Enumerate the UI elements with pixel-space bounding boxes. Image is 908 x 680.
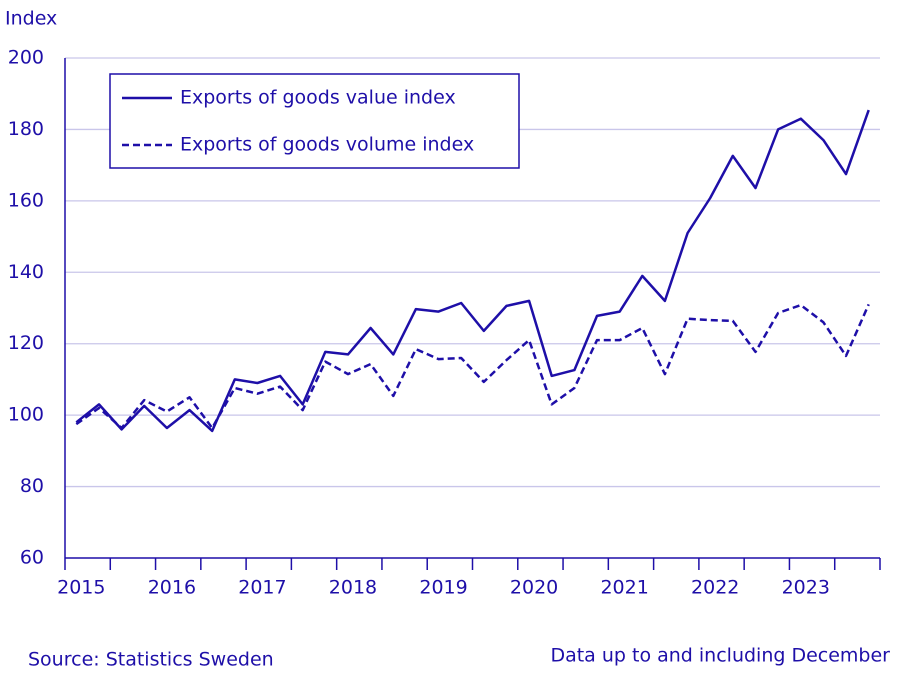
x-tick-label: 2021 <box>600 577 648 599</box>
note: Data up to and including December <box>550 645 890 667</box>
series-line <box>75 109 870 433</box>
legend-label: Exports of goods volume index <box>180 134 474 156</box>
y-tick-label: 140 <box>8 261 44 283</box>
x-tick-label: 2015 <box>57 577 105 599</box>
x-tick-label: 2017 <box>238 577 286 599</box>
x-tick-label: 2016 <box>148 577 196 599</box>
x-tick-label: 2023 <box>782 577 830 599</box>
y-tick-label: 200 <box>8 47 44 69</box>
x-tick-label: 2020 <box>510 577 558 599</box>
y-tick-label: 160 <box>8 189 44 211</box>
y-tick-label: 120 <box>8 332 44 354</box>
legend-box <box>109 73 520 169</box>
x-tick-label: 2022 <box>691 577 739 599</box>
source: Source: Statistics Sweden <box>28 649 274 671</box>
x-tick-label: 2019 <box>419 577 467 599</box>
x-tick-label: 2018 <box>329 577 377 599</box>
y-tick-label: 180 <box>8 118 44 140</box>
y-tick-label: 60 <box>20 547 44 569</box>
series-line <box>75 303 870 430</box>
legend-label: Exports of goods value index <box>180 87 456 109</box>
y-axis-label: Index <box>5 8 57 30</box>
y-tick-label: 100 <box>8 404 44 426</box>
y-tick-label: 80 <box>20 475 44 497</box>
